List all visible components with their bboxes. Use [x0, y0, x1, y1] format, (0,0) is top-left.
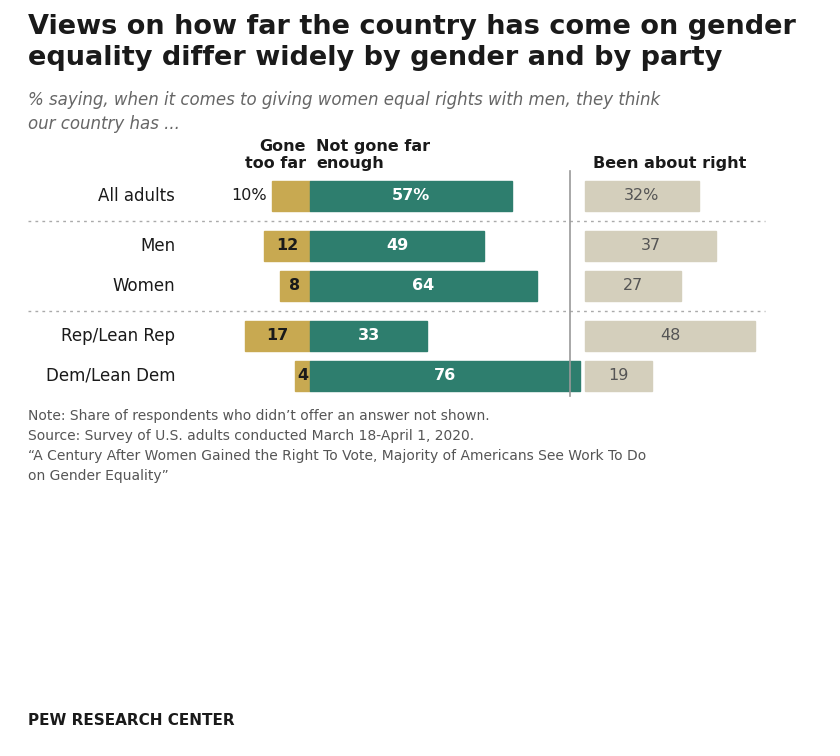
Bar: [295, 361, 310, 391]
Bar: [272, 181, 310, 211]
Text: 8: 8: [289, 278, 301, 293]
Bar: [585, 321, 755, 351]
Text: Dem/Lean Dem: Dem/Lean Dem: [45, 367, 175, 385]
Text: 12: 12: [276, 238, 298, 253]
Text: 37: 37: [641, 238, 661, 253]
Text: 64: 64: [412, 278, 435, 293]
Text: 10%: 10%: [231, 188, 267, 203]
Text: Rep/Lean Rep: Rep/Lean Rep: [61, 327, 175, 345]
Text: 49: 49: [386, 238, 408, 253]
Bar: [310, 321, 428, 351]
Text: Not gone far
enough: Not gone far enough: [316, 138, 430, 171]
Text: 19: 19: [608, 368, 629, 383]
Bar: [585, 231, 717, 261]
Text: 32%: 32%: [624, 188, 659, 203]
Text: 27: 27: [622, 278, 643, 293]
Text: All adults: All adults: [98, 187, 175, 205]
Text: % saying, when it comes to giving women equal rights with men, they think
our co: % saying, when it comes to giving women …: [28, 91, 660, 133]
Bar: [310, 231, 484, 261]
Text: Men: Men: [140, 237, 175, 255]
Text: 76: 76: [433, 368, 456, 383]
Text: Gone
too far: Gone too far: [245, 138, 306, 171]
Bar: [585, 361, 653, 391]
Bar: [245, 321, 310, 351]
Text: 57%: 57%: [392, 188, 430, 203]
Text: Been about right: Been about right: [593, 156, 747, 171]
Text: Views on how far the country has come on gender
equality differ widely by gender: Views on how far the country has come on…: [28, 14, 795, 71]
Bar: [280, 271, 310, 301]
Bar: [310, 181, 512, 211]
Bar: [310, 271, 538, 301]
Bar: [585, 181, 699, 211]
Bar: [585, 271, 681, 301]
Bar: [310, 361, 580, 391]
Text: Women: Women: [113, 277, 175, 295]
Text: 48: 48: [660, 329, 680, 343]
Text: 4: 4: [297, 368, 308, 383]
Text: 17: 17: [266, 329, 289, 343]
Text: Note: Share of respondents who didn’t offer an answer not shown.
Source: Survey : Note: Share of respondents who didn’t of…: [28, 409, 646, 483]
Bar: [265, 231, 310, 261]
Text: 33: 33: [358, 329, 380, 343]
Text: PEW RESEARCH CENTER: PEW RESEARCH CENTER: [28, 713, 234, 728]
